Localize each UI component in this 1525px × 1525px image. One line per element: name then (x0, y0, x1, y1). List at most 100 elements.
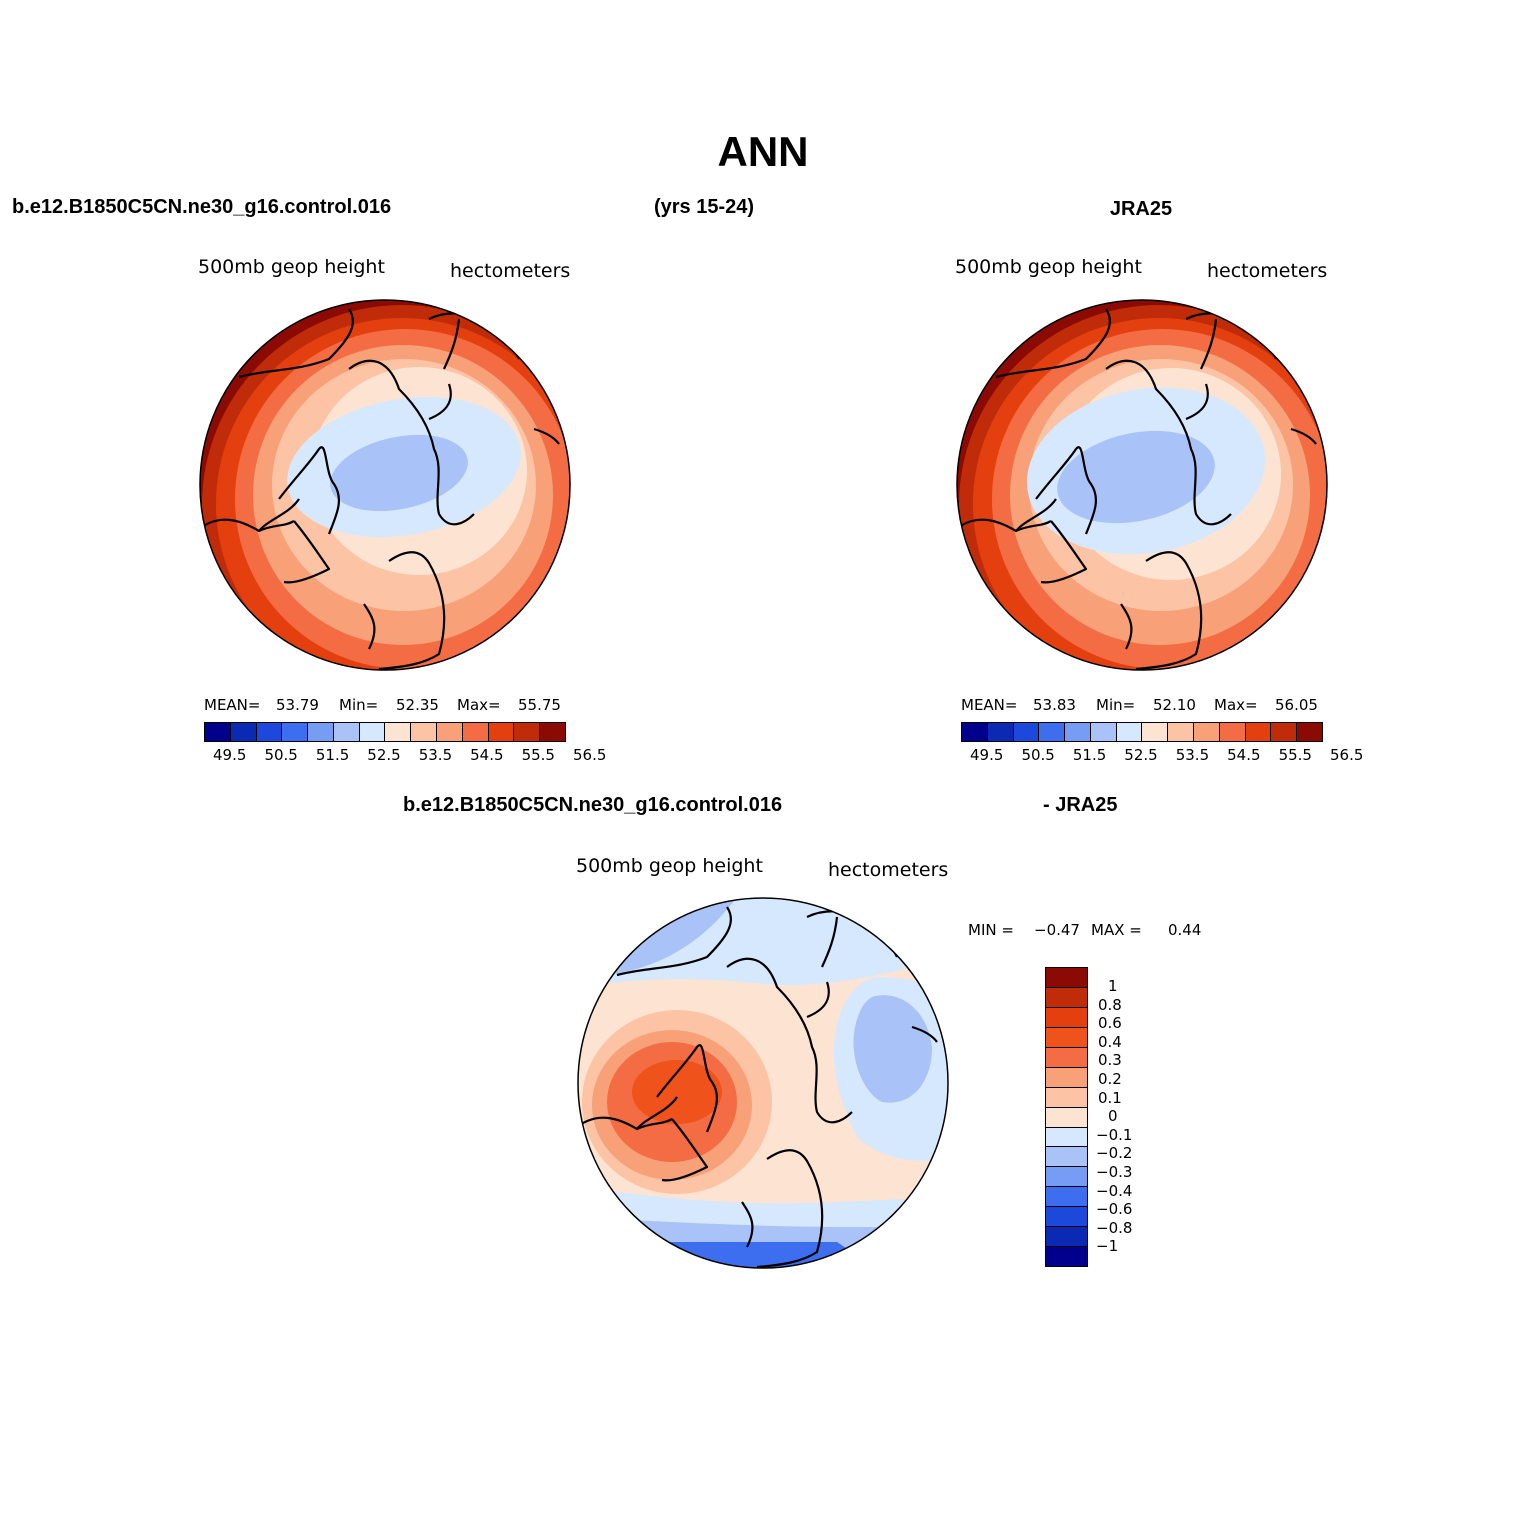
model-colorbar-tick-label: 54.5 (470, 746, 504, 764)
colorbar-swatch (1065, 723, 1091, 741)
model-colorbar-tick-label: 55.5 (521, 746, 555, 764)
colorbar-swatch (540, 723, 565, 741)
colorbar-swatch (1046, 1067, 1087, 1088)
obs-colorbar-tick-label: 50.5 (1021, 746, 1055, 764)
colorbar-swatch (1046, 1167, 1087, 1188)
diff-colorbar-label: −0.1 (1096, 1125, 1133, 1144)
colorbar-swatch (1046, 1147, 1087, 1168)
model-colorbar-tick-label: 50.5 (264, 746, 298, 764)
obs-colorbar-tick-label: 56.5 (1330, 746, 1364, 764)
diff-colorbar-label: 1 (1108, 977, 1118, 995)
diff-colorbar-label: −0.6 (1096, 1200, 1133, 1219)
diff-min-value: −0.47 (1034, 921, 1080, 939)
model-colorbar-tick-label: 51.5 (315, 746, 350, 764)
obs-colorbar (961, 722, 1323, 742)
colorbar-swatch (385, 723, 412, 741)
model-colorbar (204, 722, 566, 742)
obs-case-title: JRA25 (1109, 198, 1173, 220)
colorbar-swatch (1046, 1007, 1087, 1028)
obs-colorbar-tick-label: 51.5 (1072, 746, 1107, 764)
colorbar-swatch (1219, 723, 1246, 741)
diff-colorbar (1045, 967, 1088, 1267)
obs-colorbar-tick-label: 52.5 (1124, 746, 1158, 764)
diff-var-label: 500mb geop height (576, 855, 763, 877)
plot-title: ANN (717, 128, 809, 175)
colorbar-swatch (1046, 1127, 1087, 1148)
colorbar-swatch (1090, 723, 1117, 741)
years-label: (yrs 15-24) (653, 196, 755, 218)
colorbar-swatch (1046, 1187, 1087, 1208)
colorbar-swatch (1046, 987, 1087, 1008)
obs-colorbar-tick-label: 55.5 (1278, 746, 1312, 764)
colorbar-swatch (333, 723, 360, 741)
diff-ref-title: - JRA25 (1043, 794, 1118, 816)
diff-colorbar-label: −0.8 (1096, 1218, 1133, 1237)
model-colorbar-tick-label: 53.5 (418, 746, 453, 764)
colorbar-swatch (1271, 723, 1298, 741)
model-max-label: Max= (457, 696, 501, 714)
colorbar-swatch (987, 723, 1014, 741)
model-colorbar-tick-label: 52.5 (367, 746, 401, 764)
diff-colorbar-label: −0.4 (1096, 1181, 1133, 1200)
diff-colorbar-label: 0.2 (1098, 1070, 1122, 1088)
colorbar-swatch (308, 723, 334, 741)
colorbar-swatch (1297, 723, 1322, 741)
diff-colorbar-label: −0.3 (1096, 1163, 1133, 1181)
diff-min-label: MIN = (968, 921, 1014, 939)
obs-colorbar-tick-label: 54.5 (1227, 746, 1261, 764)
obs-polar-map (956, 299, 1328, 671)
diff-colorbar-label: 0.6 (1098, 1014, 1122, 1033)
model-min-label: Min= (339, 696, 379, 714)
diff-max-label: MAX = (1091, 921, 1142, 939)
diff-max-value: 0.44 (1168, 921, 1202, 939)
diff-colorbar-label: −1 (1096, 1237, 1119, 1256)
diff-colorbar-label: 0.8 (1098, 995, 1122, 1014)
colorbar-swatch (1194, 723, 1220, 741)
colorbar-swatch (462, 723, 489, 741)
colorbar-swatch (437, 723, 463, 741)
model-var-label: 500mb geop height (198, 256, 385, 278)
obs-max-value: 56.05 (1275, 696, 1318, 714)
colorbar-swatch (1046, 1087, 1087, 1108)
obs-min-value: 52.10 (1153, 696, 1196, 714)
obs-var-label: 500mb geop height (955, 256, 1142, 278)
model-case-title: b.e12.B1850C5CN.ne30_g16.control.016 (12, 196, 392, 218)
model-polar-map (199, 299, 571, 671)
model-max-value: 55.75 (518, 696, 561, 714)
model-min-value: 52.35 (396, 696, 439, 714)
colorbar-swatch (1046, 1207, 1087, 1228)
colorbar-swatch (282, 723, 309, 741)
obs-mean-value: 53.83 (1033, 696, 1076, 714)
model-mean-label: MEAN= (204, 696, 261, 714)
diff-case-title: b.e12.B1850C5CN.ne30_g16.control.016 (403, 794, 783, 816)
obs-colorbar-tick-label: 49.5 (970, 746, 1004, 764)
colorbar-swatch (1039, 723, 1066, 741)
diff-colorbar-label: −0.2 (1096, 1144, 1133, 1163)
colorbar-swatch (514, 723, 541, 741)
colorbar-swatch (256, 723, 283, 741)
colorbar-swatch (1046, 968, 1087, 988)
model-colorbar-tick-label: 49.5 (213, 746, 247, 764)
colorbar-swatch (488, 723, 515, 741)
colorbar-swatch (1046, 1027, 1087, 1048)
model-colorbar-tick-label: 56.5 (573, 746, 607, 764)
colorbar-swatch (1046, 1247, 1087, 1267)
colorbar-swatch (1046, 1227, 1087, 1248)
colorbar-swatch (1168, 723, 1195, 741)
diff-colorbar-label: 0.3 (1098, 1051, 1122, 1070)
colorbar-swatch (359, 723, 386, 741)
diff-unit-label: hectometers (828, 859, 949, 881)
diff-colorbar-label: 0.1 (1098, 1088, 1122, 1107)
obs-min-label: Min= (1096, 696, 1136, 714)
model-unit-label: hectometers (450, 260, 571, 282)
colorbar-swatch (962, 723, 988, 741)
diff-polar-map (577, 897, 949, 1269)
obs-mean-label: MEAN= (961, 696, 1018, 714)
obs-max-label: Max= (1214, 696, 1258, 714)
diff-colorbar-label: 0 (1108, 1107, 1118, 1126)
colorbar-swatch (205, 723, 231, 741)
colorbar-swatch (411, 723, 438, 741)
diff-colorbar-label: 0.4 (1098, 1032, 1122, 1051)
colorbar-swatch (1142, 723, 1169, 741)
obs-unit-label: hectometers (1207, 260, 1328, 282)
